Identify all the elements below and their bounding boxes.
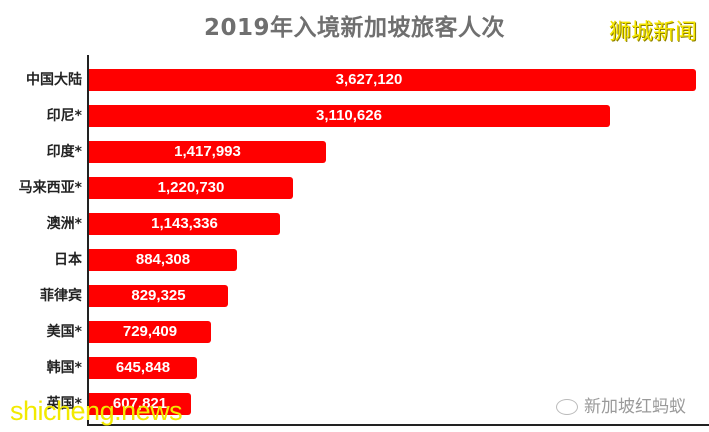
bar: 729,409 [89, 321, 211, 343]
x-axis [87, 424, 709, 426]
bar: 884,308 [89, 249, 237, 271]
bar: 645,848 [89, 357, 197, 379]
category-label: 澳洲* [46, 216, 82, 232]
category-label: 中国大陆 [26, 72, 82, 88]
value-label: 729,409 [122, 323, 178, 340]
value-label: 884,308 [135, 251, 191, 268]
bar: 829,325 [89, 285, 228, 307]
value-label: 3,627,120 [335, 71, 403, 88]
value-label: 1,143,336 [151, 215, 218, 232]
bar: 1,143,336 [89, 213, 280, 235]
bar: 3,627,120 [89, 69, 696, 91]
brand-logo: 狮城新闻 [608, 20, 697, 45]
category-label: 韩国* [46, 360, 82, 376]
category-label: 美国* [46, 324, 82, 340]
bar: 607,821 [89, 393, 191, 415]
bar: 1,417,993 [89, 141, 326, 163]
account-watermark: 新加坡红蚂蚁 [556, 392, 686, 417]
bar: 1,220,730 [89, 177, 293, 199]
value-label: 645,848 [115, 359, 171, 376]
value-label: 1,220,730 [157, 179, 225, 196]
chart-title: 2019年入境新加坡旅客人次 [203, 15, 505, 41]
category-label: 菲律宾 [40, 288, 82, 304]
category-label: 印尼* [46, 108, 82, 124]
value-label: 829,325 [131, 287, 186, 304]
category-label: 印度* [46, 144, 82, 160]
category-label: 日本 [54, 252, 82, 268]
value-label: 607,821 [112, 395, 168, 412]
value-label: 3,110,626 [316, 107, 382, 124]
wechat-icon [556, 399, 578, 415]
category-label: 英国* [46, 396, 82, 412]
value-label: 1,417,993 [174, 143, 241, 160]
y-axis [87, 55, 89, 425]
bar: 3,110,626 [89, 105, 610, 127]
site-watermark: shicheng.news [10, 396, 183, 426]
category-label: 马来西亚* [18, 180, 82, 196]
